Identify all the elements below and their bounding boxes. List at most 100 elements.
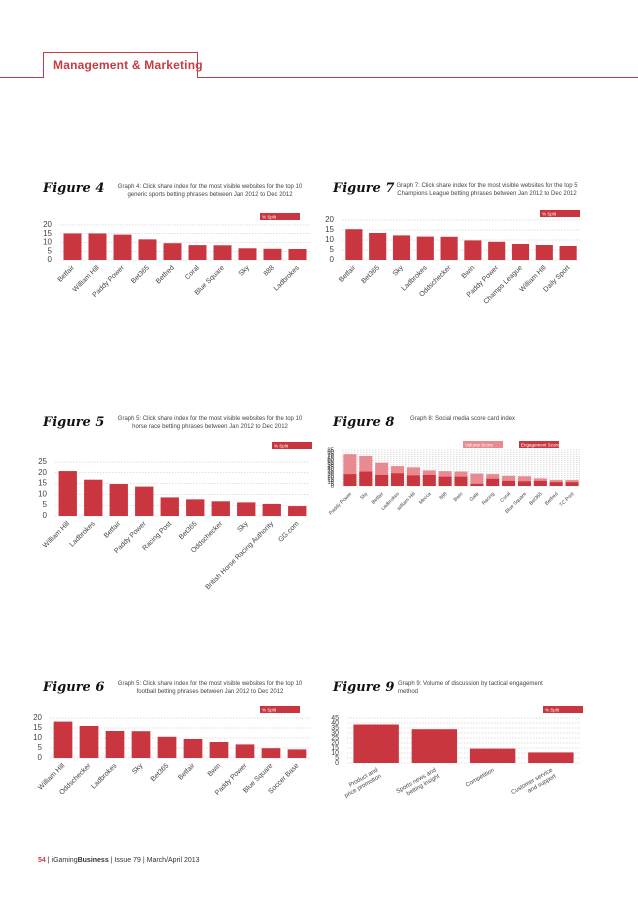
fig8-bar-engagement: [454, 476, 468, 486]
figure-4-caption: Graph 4: Click share index for the most …: [117, 184, 303, 198]
section-header-tab: [43, 52, 198, 78]
fig8-ytick-label: 55: [327, 461, 334, 467]
fig8-ytick-label: 85: [327, 448, 334, 454]
fig8-bar-engagement: [486, 478, 500, 486]
fig4-bar: [213, 245, 232, 260]
fig4-legend-label: % Split: [262, 215, 277, 220]
fig5-legend-label: % Split: [274, 444, 289, 449]
page-number: 54: [38, 857, 46, 864]
fig6-category-label: Bet365: [150, 762, 171, 783]
fig8-bar-volume: [470, 473, 484, 486]
fig8-bar-engagement: [406, 475, 420, 486]
fig6-ytick-label: 0: [38, 753, 43, 762]
fig6-bar: [235, 744, 255, 758]
fig5-ytick-label: 10: [38, 489, 47, 498]
fig8-legend-label: Volume Score: [465, 443, 494, 448]
fig8-bar-engagement: [470, 483, 484, 486]
fig5-legend-swatch: [272, 442, 312, 449]
fig7-ytick-label: 0: [330, 255, 335, 264]
fig4-bar: [63, 233, 82, 260]
fig6-bar: [131, 731, 151, 758]
figure-8-caption: Graph 8: Social media score card index: [410, 416, 516, 422]
figure-9-caption: Graph 9: Volume of discussion by tactica…: [398, 681, 543, 695]
figure-4-label: Figure 4: [43, 181, 105, 196]
fig9-ytick-label: 5: [335, 755, 339, 762]
fig9-ytick-label: 35: [331, 725, 339, 732]
fig9-bar: [469, 748, 516, 763]
fig8-bar-engagement: [517, 481, 531, 486]
fig4-category-label: Sky: [238, 264, 252, 278]
fig9-category-label: Product andprice promotion: [340, 768, 382, 800]
fig4-bar: [163, 243, 182, 260]
fig8-bar-engagement: [343, 474, 357, 486]
fig4-category-label: 888: [263, 264, 276, 277]
fig5-bar: [109, 484, 128, 516]
fig7-bar: [440, 236, 458, 260]
fig9-ytick-label: 30: [331, 730, 339, 737]
fig8-category-label: Bwin: [453, 491, 465, 503]
fig5-ytick-label: 25: [38, 457, 47, 466]
fig9-legend-swatch: [543, 706, 583, 713]
fig6-bar: [79, 726, 99, 758]
fig8-category-label: Mecca: [418, 491, 433, 506]
fig9-ytick-label: 40: [331, 720, 339, 727]
publication-name-prefix: iGaming: [51, 857, 78, 864]
fig6-bar: [53, 721, 73, 758]
fig9-category-label: Competition: [465, 768, 496, 789]
figure-8-label: Figure 8: [333, 415, 395, 430]
fig8-ytick-label: 50: [327, 463, 334, 469]
fig8-bar-engagement: [549, 482, 563, 486]
fig8-category-label: Racing: [481, 491, 496, 506]
fig8-bar-engagement: [438, 476, 452, 486]
fig5-bar: [211, 501, 230, 516]
fig7-ytick-label: 20: [325, 215, 334, 224]
issue-date: March/April 2013: [146, 857, 200, 864]
fig5-ytick-label: 20: [38, 468, 47, 477]
fig4-category-label: Ladbrokes: [273, 264, 301, 292]
fig7-category-label: Betfair: [338, 264, 358, 284]
fig7-bar: [511, 244, 530, 260]
fig8-legend-swatch: [519, 441, 559, 448]
fig8-ytick-label: 25: [327, 473, 334, 479]
figure-7-caption: Graph 7: Click share index for the most …: [396, 183, 578, 197]
fig9-category-label: Customer serviceand support: [510, 767, 557, 802]
fig8-category-label: Sky: [359, 491, 369, 501]
fig6-bar: [287, 749, 307, 758]
fig4-category-label: Coral: [184, 264, 201, 281]
fig8-bar-engagement: [533, 480, 547, 486]
fig8-category-label: Coral: [499, 491, 512, 504]
fig5-bar: [58, 471, 77, 516]
fig4-ytick-label: 20: [43, 220, 52, 229]
fig8-ytick-label: 15: [327, 478, 334, 484]
fig4-legend-swatch: [260, 213, 300, 220]
fig4-bar: [138, 239, 157, 260]
fig9-ytick-label: 10: [331, 750, 339, 757]
fig8-category-label: TC Post: [558, 491, 575, 508]
fig9-category-label: Sports news andbetting insight: [396, 767, 441, 801]
fig8-ytick-label: 40: [327, 467, 334, 473]
fig5-category-label: Ladbrokes: [69, 520, 97, 548]
fig8-legend-label: Engagement Score: [521, 443, 560, 448]
fig6-bar: [183, 739, 203, 758]
fig9-ytick-label: 15: [331, 745, 339, 752]
fig4-bar: [88, 233, 107, 260]
fig5-category-label: Sky: [236, 520, 250, 534]
fig7-bar: [392, 235, 411, 260]
fig7-legend-swatch: [540, 210, 580, 217]
fig8-category-label: 888: [438, 491, 448, 501]
fig8-bar-engagement: [502, 480, 516, 486]
figure-9-label: Figure 9: [333, 680, 395, 695]
fig8-ytick-label: 20: [327, 476, 334, 482]
fig4-bar: [263, 248, 282, 260]
fig8-ytick-label: 80: [327, 450, 334, 456]
fig9-ytick-label: 45: [331, 715, 339, 722]
fig4-bar: [113, 234, 132, 260]
fig6-category-label: Ladbrokes: [90, 762, 118, 790]
fig8-bar-engagement: [359, 471, 373, 486]
fig5-bar: [84, 479, 103, 516]
